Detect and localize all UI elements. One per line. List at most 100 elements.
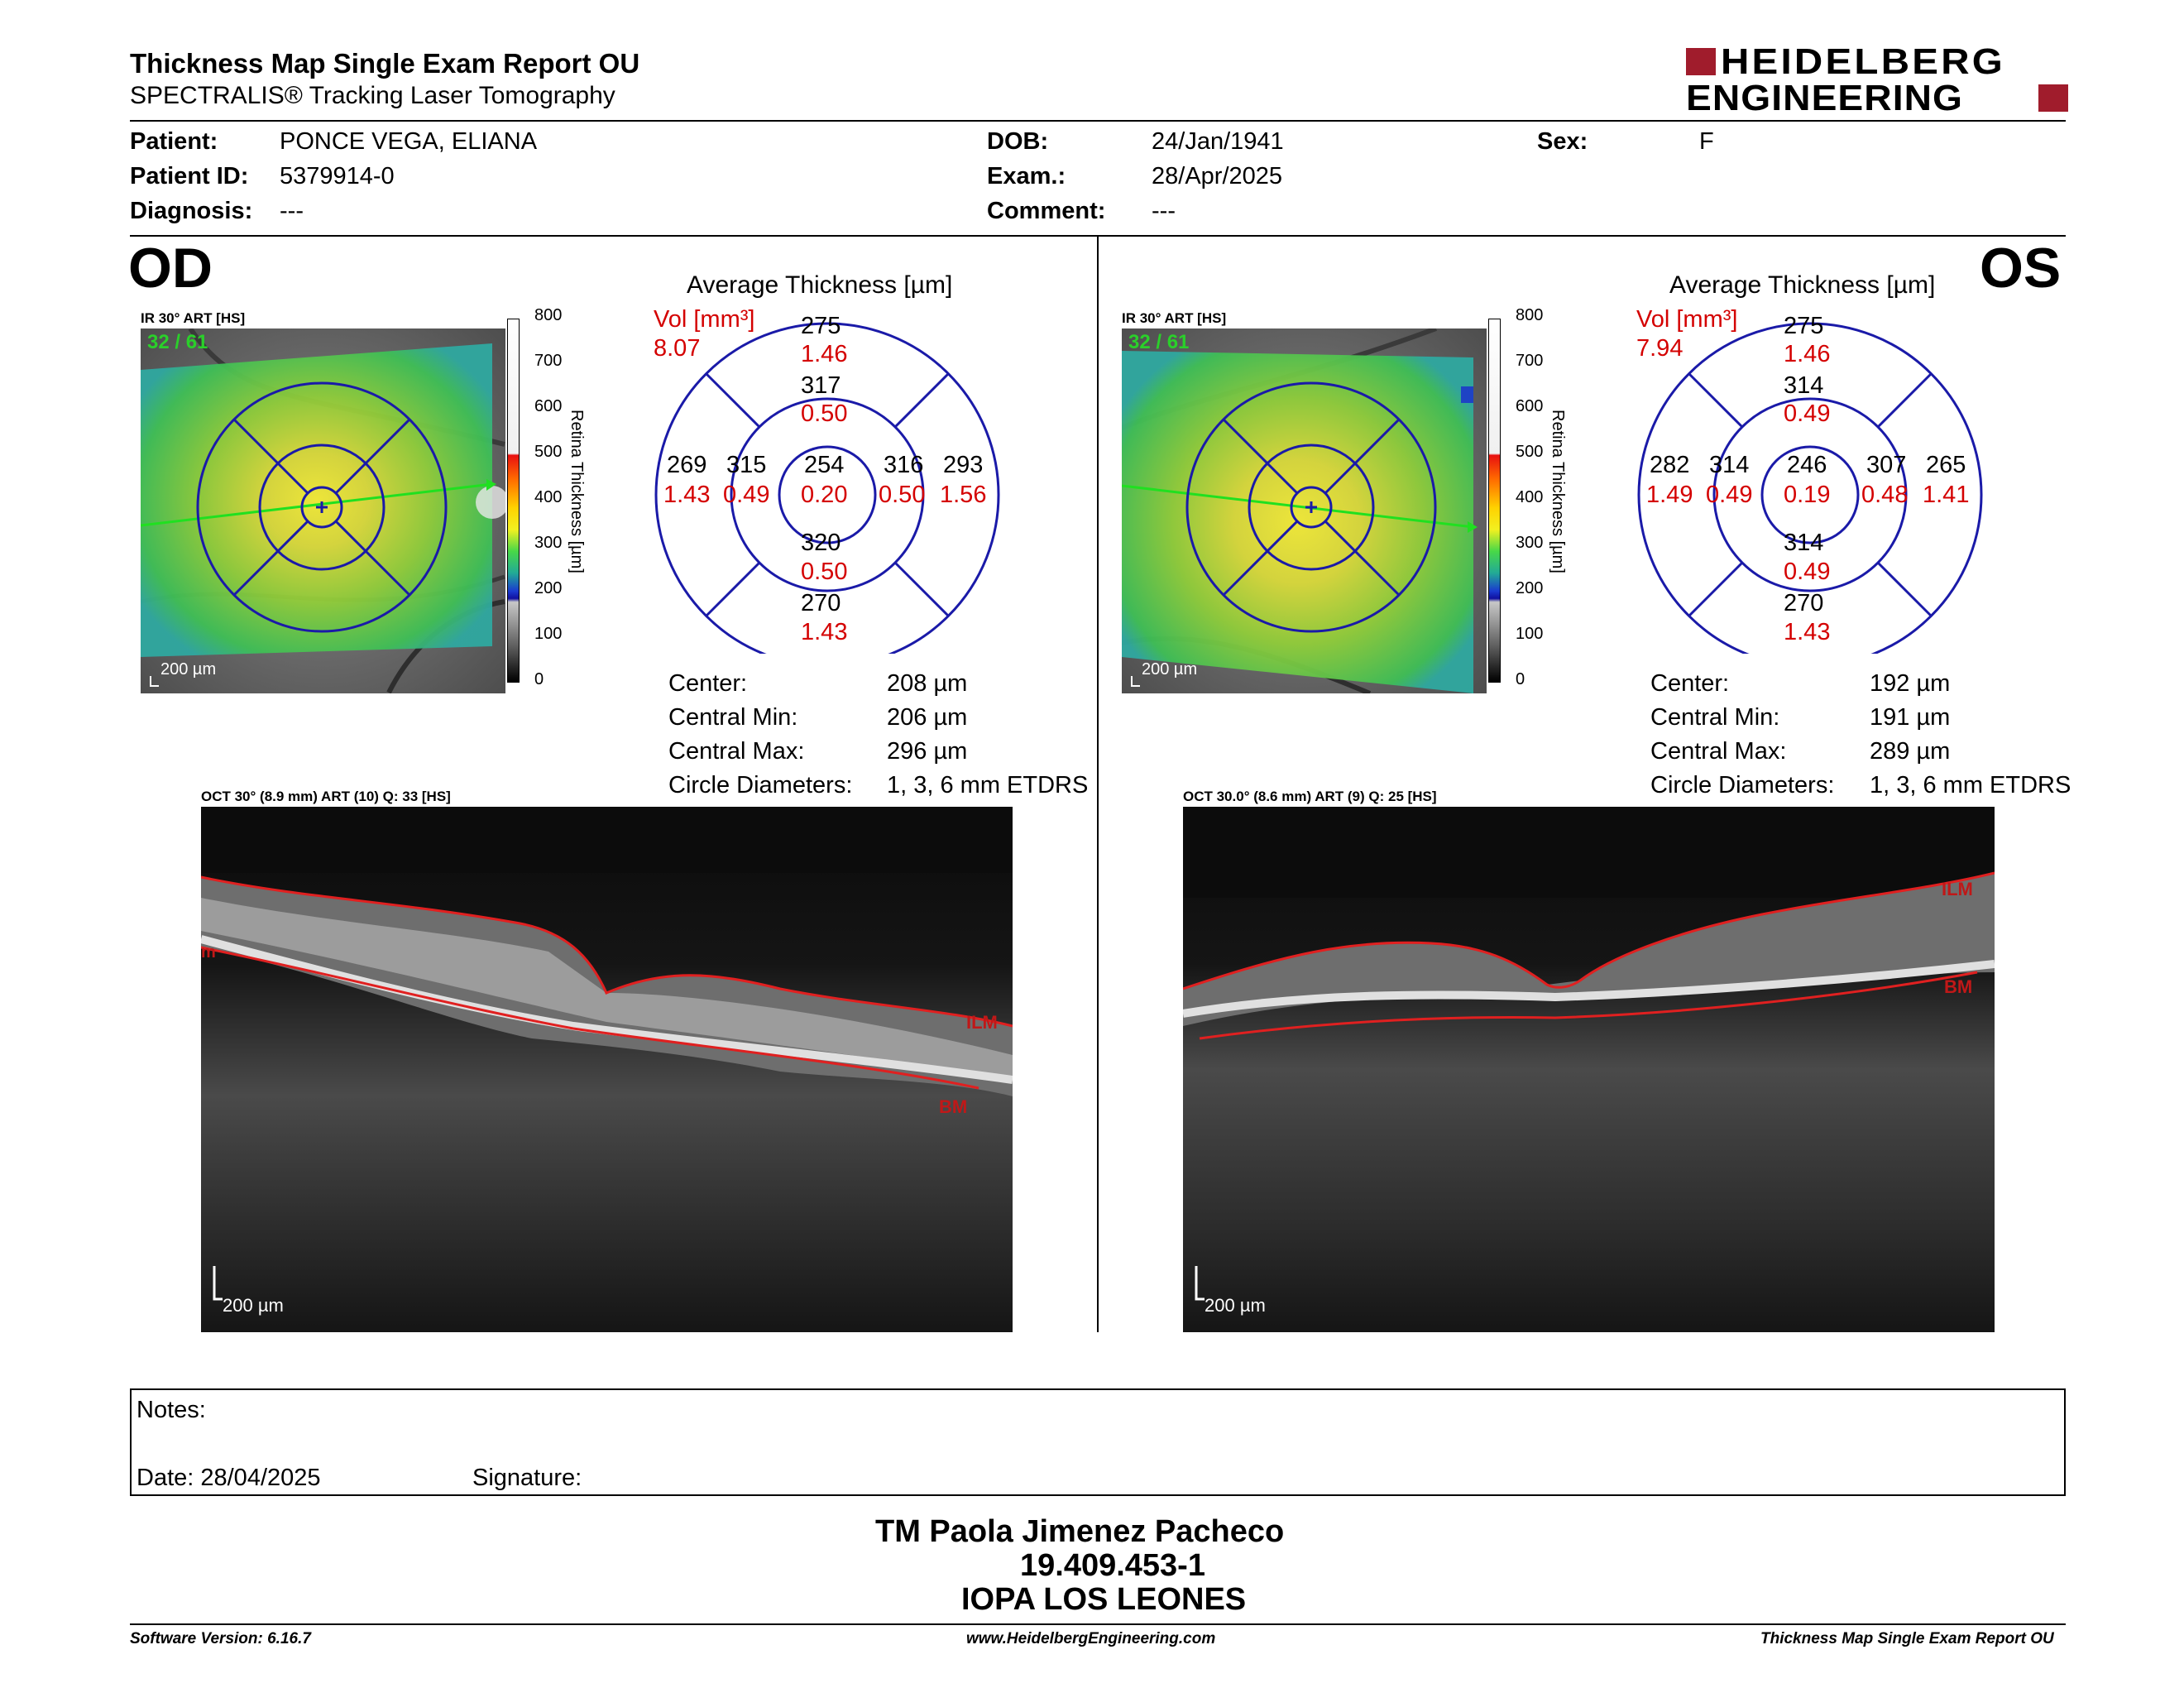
os-max-value: 289 µm <box>1870 738 1951 765</box>
patient-label: Patient: <box>130 128 218 155</box>
os-outer-inf-volume: 1.43 <box>1784 619 1831 645</box>
od-fundus-image: 32 / 61 200 µm <box>140 327 509 694</box>
os-ir-counter: 32 / 61 <box>1128 331 1189 353</box>
os-center-volume: 0.19 <box>1784 482 1831 508</box>
patient-name: PONCE VEGA, ELIANA <box>280 128 538 155</box>
os-inner-inf-thickness: 314 <box>1784 530 1824 556</box>
od-inner-left-volume: 0.49 <box>723 482 770 508</box>
od-vol-label: Vol [mm³] <box>654 306 755 333</box>
os-outer-right-volume: 1.41 <box>1923 482 1970 508</box>
patient-id: 5379914-0 <box>280 163 395 189</box>
software-version: Software Version: 6.16.7 <box>130 1630 311 1647</box>
od-center-thickness: 254 <box>804 452 845 478</box>
website-link[interactable]: www.HeidelbergEngineering.com <box>966 1630 1216 1647</box>
os-inner-sup-thickness: 314 <box>1784 372 1824 399</box>
od-outer-sup-thickness: 275 <box>801 313 841 339</box>
od-ir-label: IR 30° ART [HS] <box>141 310 246 326</box>
os-center-value: 192 µm <box>1870 670 1951 697</box>
notes-signature-label: Signature: <box>472 1465 582 1491</box>
od-ir-scale: 200 µm <box>160 660 216 679</box>
od-center-label: Center: <box>668 670 748 697</box>
comment-value: --- <box>1152 198 1176 224</box>
od-outer-inf-volume: 1.43 <box>801 619 848 645</box>
eye-divider <box>1097 237 1099 1332</box>
exam-label: Exam.: <box>987 163 1066 189</box>
od-outer-sup-volume: 1.46 <box>801 341 848 367</box>
sex-label: Sex: <box>1537 128 1588 155</box>
signer-id: 19.409.453-1 <box>1020 1548 1205 1583</box>
od-etdrs-grid: Average Thickness [µm] Vol [mm³] 8.07 27… <box>654 265 1001 654</box>
logo-red-square-top <box>1686 48 1716 75</box>
od-outer-right-volume: 1.56 <box>940 482 987 508</box>
footer-report-name: Thickness Map Single Exam Report OU <box>1760 1630 2054 1647</box>
os-inner-left-thickness: 314 <box>1709 452 1750 478</box>
od-inner-sup-thickness: 317 <box>801 372 841 399</box>
os-max-label: Central Max: <box>1650 738 1787 765</box>
notes-box[interactable]: Notes: Date: 28/04/2025 Signature: <box>130 1388 2066 1496</box>
od-min-value: 206 µm <box>887 704 968 731</box>
os-thickness-colorbar <box>1488 319 1501 683</box>
comment-label: Comment: <box>987 198 1106 224</box>
os-eye-label: OS <box>1980 237 2062 300</box>
od-oct-bscan: m ILM BM 200 µm <box>199 807 1013 1332</box>
dob-label: DOB: <box>987 128 1049 155</box>
od-oct-scale: 200 µm <box>223 1295 284 1316</box>
diagnosis-value: --- <box>280 198 304 224</box>
od-max-label: Central Max: <box>668 738 805 765</box>
os-vol-value: 7.94 <box>1636 335 1684 362</box>
od-inner-right-thickness: 316 <box>884 452 924 478</box>
patient-id-label: Patient ID: <box>130 163 249 189</box>
footer-divider <box>130 1623 2066 1625</box>
os-inner-right-volume: 0.48 <box>1861 482 1909 508</box>
os-center-thickness: 246 <box>1787 452 1827 478</box>
od-ilm-label: ILM <box>966 1012 998 1033</box>
od-thickness-colorbar <box>507 319 520 683</box>
logo-line1: HEIDELBERG <box>1721 41 2005 82</box>
heidelberg-logo: HEIDELBERG ENGINEERING <box>1686 41 2068 118</box>
os-outer-left-thickness: 282 <box>1650 452 1690 478</box>
od-outer-left-volume: 1.43 <box>663 482 711 508</box>
os-ilm-label: ILM <box>1942 879 1973 899</box>
od-circle-label: Circle Diameters: <box>668 772 853 798</box>
od-inner-sup-volume: 0.50 <box>801 400 848 427</box>
header-divider <box>130 120 2066 122</box>
os-vol-label: Vol [mm³] <box>1636 306 1738 333</box>
od-m-label: m <box>201 943 216 961</box>
od-bm-label: BM <box>939 1096 967 1117</box>
od-colorbar-title: Retina Thickness [µm] <box>568 410 586 573</box>
os-outer-sup-thickness: 275 <box>1784 313 1824 339</box>
od-inner-inf-volume: 0.50 <box>801 559 848 585</box>
os-min-label: Central Min: <box>1650 704 1780 731</box>
os-avg-title: Average Thickness [µm] <box>1669 271 1936 299</box>
od-outer-left-thickness: 269 <box>667 452 707 478</box>
os-circle-label: Circle Diameters: <box>1650 772 1835 798</box>
os-min-value: 191 µm <box>1870 704 1951 731</box>
signer-name: TM Paola Jimenez Pacheco <box>875 1514 1285 1549</box>
exam-value: 28/Apr/2025 <box>1152 163 1283 189</box>
os-inner-right-thickness: 307 <box>1866 452 1907 478</box>
os-circle-value: 1, 3, 6 mm ETDRS <box>1870 772 2071 798</box>
os-colorbar-title: Retina Thickness [µm] <box>1549 410 1567 573</box>
logo-line2: ENGINEERING <box>1686 78 1963 118</box>
diagnosis-label: Diagnosis: <box>130 198 253 224</box>
dob-value: 24/Jan/1941 <box>1152 128 1284 155</box>
od-min-label: Central Min: <box>668 704 798 731</box>
od-avg-title: Average Thickness [µm] <box>687 271 953 299</box>
od-vol-value: 8.07 <box>654 335 701 362</box>
logo-red-square-bottom <box>2038 84 2068 112</box>
od-inner-inf-thickness: 320 <box>801 530 841 556</box>
os-oct-bscan: ILM BM 200 µm <box>1182 807 1995 1332</box>
notes-date: Date: 28/04/2025 <box>136 1465 321 1491</box>
od-eye-label: OD <box>128 237 213 300</box>
os-etdrs-grid: Average Thickness [µm] Vol [mm³] 7.94 27… <box>1636 265 1984 654</box>
patient-divider <box>130 235 2066 237</box>
od-center-value: 208 µm <box>887 670 968 697</box>
od-oct-label: OCT 30° (8.9 mm) ART (10) Q: 33 [HS] <box>201 789 451 804</box>
os-outer-left-volume: 1.49 <box>1646 482 1693 508</box>
notes-label: Notes: <box>136 1397 206 1423</box>
os-outer-right-thickness: 265 <box>1926 452 1966 478</box>
od-colorbar-ticks: 800 700 600 500 400 300 200 100 0 <box>534 306 563 688</box>
os-inner-sup-volume: 0.49 <box>1784 400 1831 427</box>
os-center-label: Center: <box>1650 670 1730 697</box>
os-oct-scale: 200 µm <box>1205 1295 1266 1316</box>
